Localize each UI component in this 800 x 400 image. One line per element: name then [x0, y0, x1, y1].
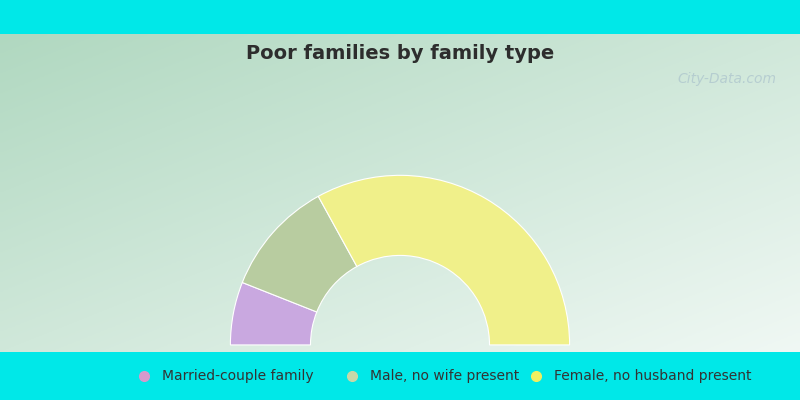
Text: Male, no wife present: Male, no wife present: [370, 369, 519, 383]
Text: Married-couple family: Married-couple family: [162, 369, 314, 383]
Text: City-Data.com: City-Data.com: [677, 72, 776, 86]
Text: Poor families by family type: Poor families by family type: [246, 44, 554, 62]
Wedge shape: [242, 196, 357, 312]
Wedge shape: [230, 282, 317, 345]
Wedge shape: [318, 175, 570, 345]
Text: Female, no husband present: Female, no husband present: [554, 369, 751, 383]
